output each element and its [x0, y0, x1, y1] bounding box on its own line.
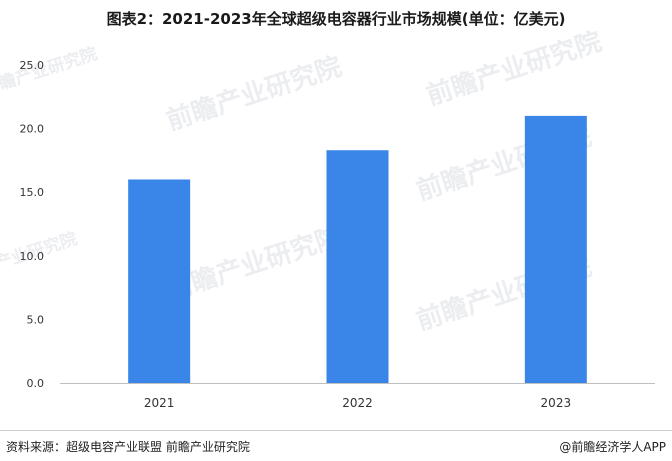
- y-tick-label: 15.0: [20, 186, 45, 199]
- watermark-text: 前瞻产业研究院: [0, 43, 100, 100]
- x-tick-label: 2021: [144, 396, 175, 410]
- watermark-text: 前瞻产业研究院: [163, 51, 346, 137]
- bar-2023: [524, 115, 587, 383]
- bar-2022: [326, 150, 389, 383]
- bars: [128, 115, 587, 383]
- y-tick-label: 10.0: [20, 250, 45, 263]
- x-tick-label: 2023: [541, 396, 572, 410]
- watermark-text: 前瞻产业研究院: [423, 26, 606, 112]
- bar-2021: [128, 179, 191, 383]
- chart-title: 图表2：2021-2023年全球超级电容器行业市场规模(单位：亿美元): [106, 10, 566, 28]
- x-axis: 2021 2022 2023: [60, 383, 655, 410]
- x-tick-label: 2022: [342, 396, 373, 410]
- y-axis: 0.0 5.0 10.0 15.0 20.0 25.0: [20, 59, 45, 390]
- brand-credit: @前瞻经济学人APP: [559, 440, 666, 454]
- y-tick-label: 25.0: [20, 59, 45, 72]
- y-tick-label: 0.0: [27, 377, 45, 390]
- footer: 资料来源：超级电容产业联盟 前瞻产业研究院 @前瞻经济学人APP: [0, 430, 672, 461]
- y-tick-label: 20.0: [20, 123, 45, 136]
- y-tick-label: 5.0: [27, 313, 45, 326]
- source-note: 资料来源：超级电容产业联盟 前瞻产业研究院: [6, 440, 250, 454]
